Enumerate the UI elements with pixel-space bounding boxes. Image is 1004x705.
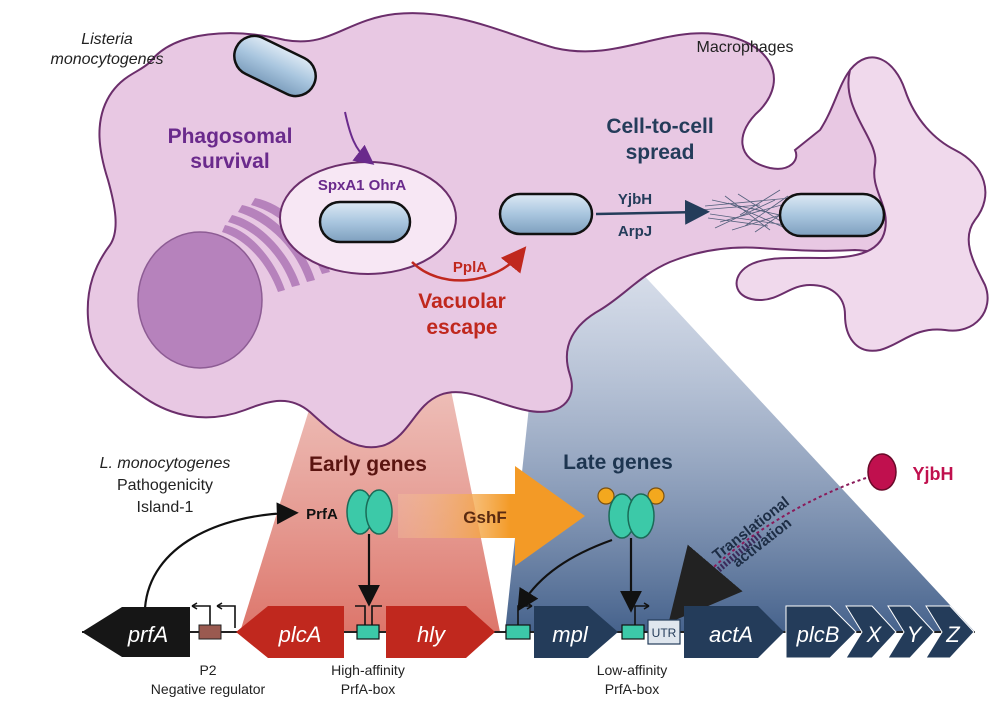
utr-label: UTR — [652, 626, 677, 640]
prfa-label: PrfA — [306, 506, 338, 523]
low-affinity-box — [621, 624, 645, 640]
escape-label-line1: Vacuolar — [418, 290, 506, 313]
prfa-dimer-active — [597, 487, 665, 539]
macrophages-label: Macrophages — [697, 39, 794, 56]
island-label-line1: L. monocytogenes — [100, 455, 231, 472]
gene-prfA-label: prfA — [127, 622, 168, 647]
prfa-dimer-inactive — [346, 489, 393, 535]
actin-tail — [699, 189, 796, 233]
high-affinity-caption-line2: PrfA-box — [341, 681, 395, 697]
yjbh-label: YjbH — [912, 464, 953, 484]
gene-X-label: X — [866, 622, 883, 647]
spread-arrow — [595, 199, 710, 225]
gene-actA — [684, 606, 784, 658]
phagosomal-label-line1: Phagosomal — [168, 125, 293, 148]
gene-plcB — [785, 605, 857, 659]
prfa-to-mpl-box — [517, 538, 613, 612]
macrophage-cell — [86, 12, 924, 449]
gene-prfA — [82, 607, 190, 657]
early-genes-label: Early genes — [309, 453, 427, 476]
gene-Y-label: Y — [907, 622, 923, 647]
high-affinity-box — [356, 624, 380, 640]
gene-actA-label: actA — [709, 622, 753, 647]
escape-protein: PplA — [453, 259, 487, 276]
bacterium-phagosome — [318, 200, 412, 244]
gene-mpl-label: mpl — [552, 622, 589, 647]
phagosome-genes: SpxA1 OhrA — [318, 177, 407, 194]
gene-Z — [925, 605, 975, 659]
p2-caption-line1: P2 — [199, 662, 216, 678]
spread-label-line2: spread — [626, 141, 695, 164]
listeria-label-line2: monocytogenes — [51, 51, 164, 68]
nucleus — [137, 231, 263, 369]
prfa-feedback-arrow — [143, 502, 299, 609]
spread-label-line1: Cell-to-cell — [606, 115, 713, 138]
escape-label-line2: escape — [426, 316, 497, 339]
gshf-arrow — [398, 466, 585, 566]
gene-X — [845, 605, 897, 659]
bacterium-incoming — [233, 34, 317, 98]
spread-protein-2: ArpJ — [618, 223, 652, 240]
high-affinity-caption-line1: High-affinity — [331, 662, 405, 678]
gene-plcB-label: plcB — [796, 622, 840, 647]
gene-hly — [386, 606, 495, 658]
gene-plcA — [236, 606, 344, 658]
translational-dotted-path — [683, 477, 867, 601]
low-affinity-caption-line1: Low-affinity — [597, 662, 668, 678]
p2-caption-line2: Negative regulator — [151, 681, 266, 697]
macrophage-cell-right — [735, 56, 989, 352]
p2-box — [198, 624, 222, 640]
bacterium-spreading — [778, 192, 886, 238]
phagosomal-label-line2: survival — [190, 150, 269, 173]
mpl-prfa-box — [505, 624, 531, 640]
translational-arrow — [668, 532, 762, 623]
gene-plcA-label: plcA — [278, 622, 322, 647]
gshf-label: GshF — [463, 508, 506, 527]
gene-Y — [887, 605, 935, 659]
late-genes-label: Late genes — [563, 451, 673, 474]
gene-Z-label: Z — [945, 622, 961, 647]
entry-arrow — [344, 111, 375, 165]
island-label-line2: Pathogenicity — [117, 477, 213, 494]
yjbh-protein — [867, 453, 897, 491]
promoters — [191, 602, 650, 628]
low-affinity-caption-line2: PrfA-box — [605, 681, 659, 697]
island-label-line3: Island-1 — [137, 499, 194, 516]
bacterium-cytosol — [498, 192, 594, 236]
spread-protein-1: YjbH — [618, 191, 652, 208]
listeria-label-line1: Listeria — [81, 31, 133, 48]
gene-hly-label: hly — [417, 622, 447, 647]
escape-arrow — [411, 246, 527, 282]
utr-box — [647, 619, 681, 645]
gene-mpl — [534, 606, 618, 658]
